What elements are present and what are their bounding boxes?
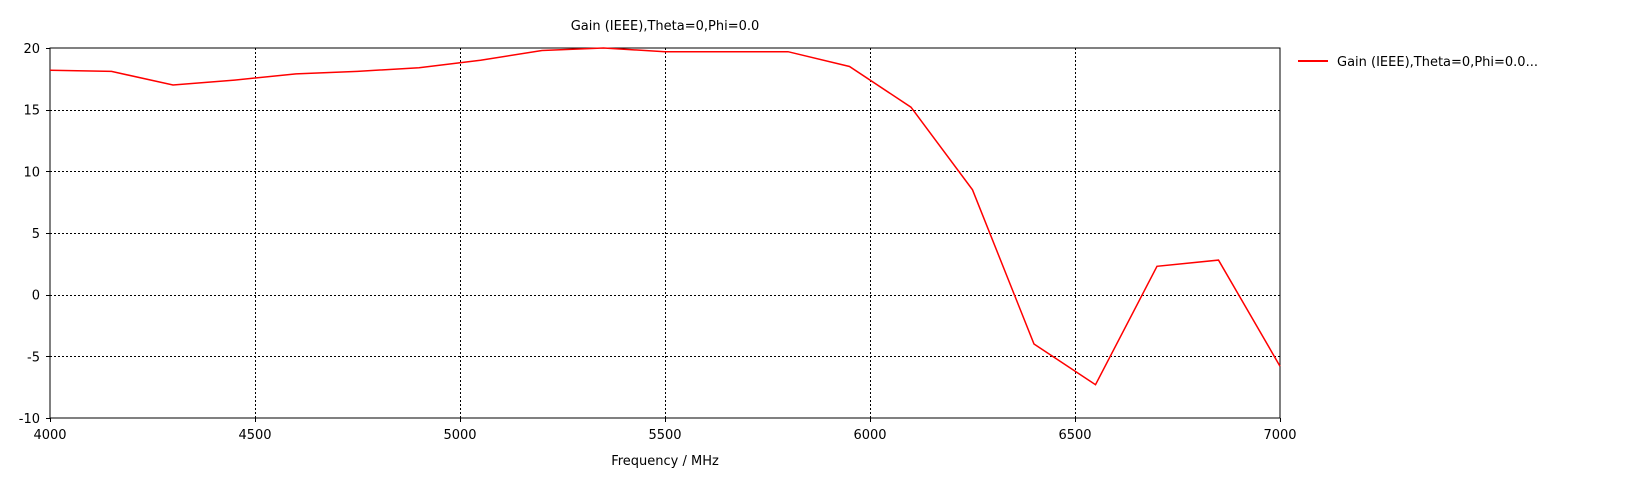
y-tick-label: 20 bbox=[23, 42, 40, 57]
x-tick-label: 5000 bbox=[443, 428, 476, 443]
tick-layer: 4000 4500 5000 5500 6000 6500 7000 -10 -5 0 5 10 15 2… bbox=[19, 42, 1297, 443]
y-tick-label: 10 bbox=[23, 165, 40, 180]
x-tick-label: 6500 bbox=[1058, 428, 1091, 443]
x-axis-label: Frequency / MHz bbox=[611, 454, 719, 469]
chart-title: Gain (IEEE),Theta=0,Phi=0.0 bbox=[571, 19, 760, 34]
y-tick-label: 5 bbox=[32, 227, 40, 242]
y-tick-label: -5 bbox=[27, 350, 40, 365]
y-tick-label: -10 bbox=[19, 412, 40, 427]
legend-label: Gain (IEEE),Theta=0,Phi=0.0... bbox=[1337, 55, 1538, 70]
legend: Gain (IEEE),Theta=0,Phi=0.0... bbox=[1298, 55, 1538, 70]
series-layer bbox=[49, 47, 1281, 386]
x-tick-label: 7000 bbox=[1263, 428, 1296, 443]
x-tick-label: 4000 bbox=[33, 428, 66, 443]
x-tick-label: 6000 bbox=[853, 428, 886, 443]
x-tick-label: 5500 bbox=[648, 428, 681, 443]
x-tick-label: 4500 bbox=[238, 428, 271, 443]
grid-layer bbox=[50, 48, 1280, 418]
y-tick-label: 15 bbox=[23, 104, 40, 119]
gain-series-line bbox=[49, 47, 1281, 386]
y-tick-label: 0 bbox=[32, 289, 40, 304]
